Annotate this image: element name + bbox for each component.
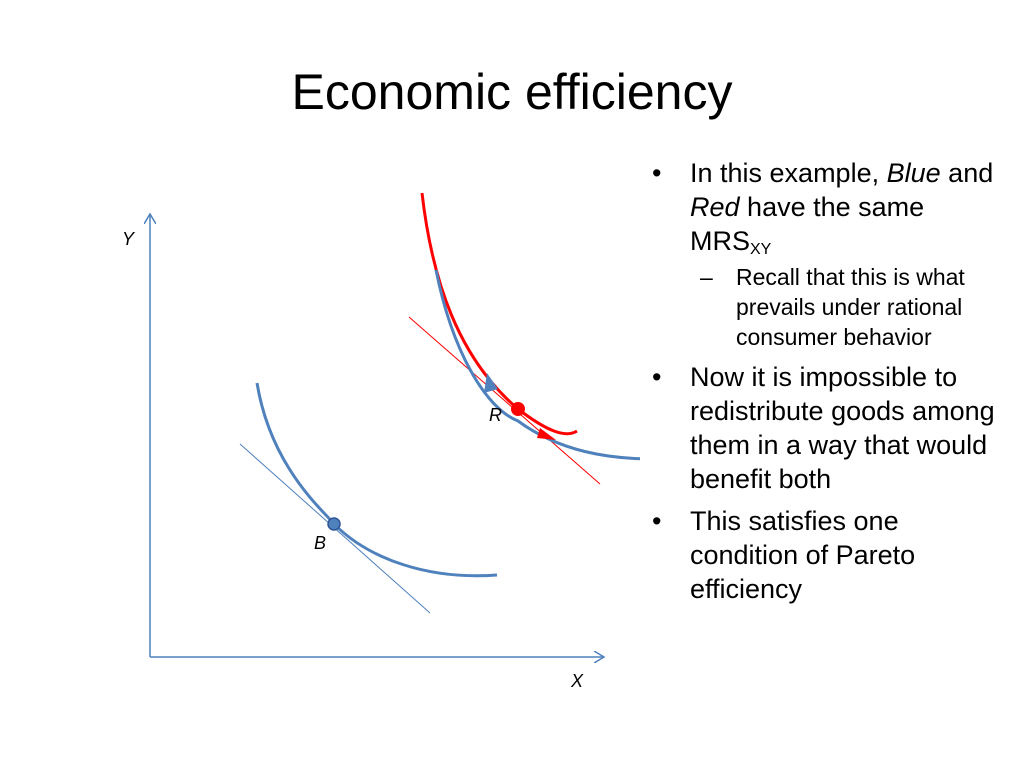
red-indifference-curve (420, 192, 578, 436)
x-axis-label: X (570, 671, 584, 691)
red-direction-arrow (537, 428, 556, 440)
red-tangent-line (408, 316, 601, 485)
bullet-item-1: In this example, Blue and Red have the s… (650, 156, 1000, 258)
blue-indifference-curve-b (255, 382, 498, 578)
bullet-list: In this example, Blue and Red have the s… (650, 156, 1000, 614)
blue-emphasis: Blue (886, 158, 941, 188)
point-b-label: B (314, 533, 326, 553)
y-axis-label: Y (122, 229, 136, 249)
point-r (511, 402, 525, 416)
point-r-label: R (489, 405, 502, 425)
indifference-curve-diagram: Y X B R (122, 192, 640, 691)
red-emphasis: Red (690, 192, 740, 222)
slide-title: Economic efficiency (291, 64, 733, 120)
mrs-subscript: XY (750, 241, 772, 258)
blue-direction-arrow (484, 373, 498, 393)
bullet-item-3: This satisfies one condition of Pareto e… (650, 504, 1000, 606)
blue-indifference-curve-r (434, 269, 640, 461)
point-b (327, 517, 341, 531)
sub-bullet-item-1: – Recall that this is what prevails unde… (700, 264, 965, 350)
bullet-item-2: Now it is impossible to redistribute goo… (650, 360, 1000, 496)
